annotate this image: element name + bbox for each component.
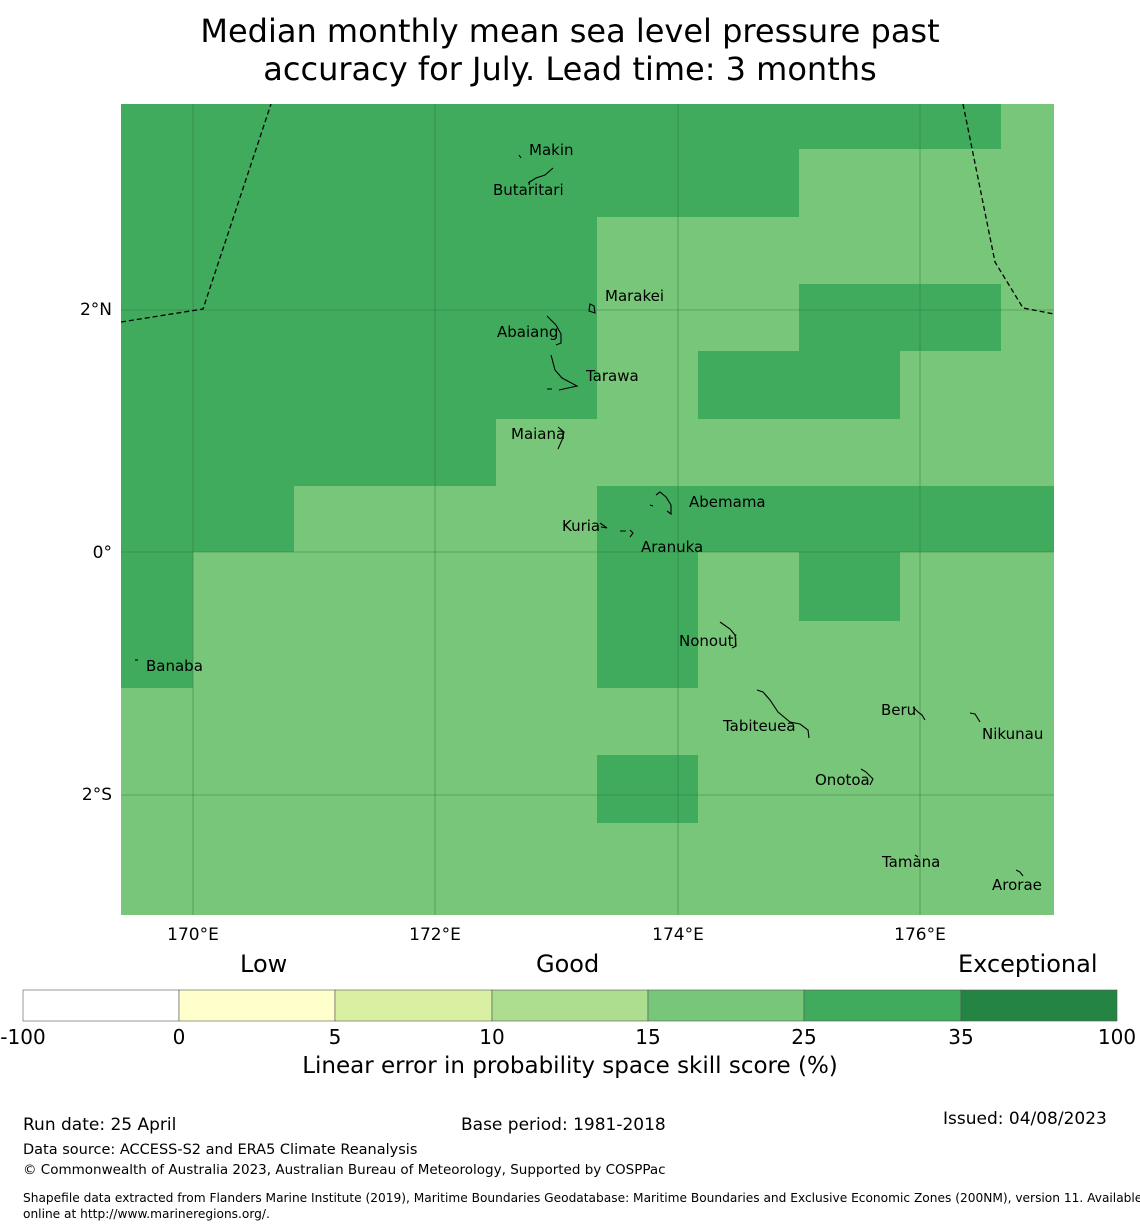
island-outline-tamana (914, 854, 919, 858)
colorbar-segment (334, 989, 493, 1022)
island-outline-nonouti (719, 621, 737, 649)
island-outline-tarawa (547, 354, 579, 391)
skill-cell-high (121, 419, 496, 486)
island-label-abaiang: Abaiang (497, 323, 558, 341)
colorbar-segments (22, 989, 1118, 1022)
island-label-maiana: Maiana (511, 425, 565, 443)
skill-cell-high (121, 217, 597, 419)
colorbar-segment (491, 989, 649, 1022)
island-label-tamana: Tamana (881, 853, 940, 871)
island-outline-abaiang (546, 315, 562, 346)
colorbar-tick: 25 (791, 1025, 816, 1049)
colorbar-tick: 35 (948, 1025, 973, 1049)
island-outline-abemama (649, 491, 672, 516)
colorbar-tick: 100 (1098, 1025, 1136, 1049)
skill-cell-high (121, 486, 294, 552)
island-label-tarawa: Tarawa (585, 367, 639, 385)
island-outline-onotoa (860, 768, 874, 786)
skill-cell-high (597, 552, 698, 688)
map-area: Makin Butaritari Marakei Abaiang Tarawa … (121, 104, 1054, 915)
island-label-aranuka: Aranuka (641, 538, 703, 556)
island-outline-arorae (1015, 869, 1024, 877)
lon-tick-170: 170°E (167, 925, 219, 945)
lat-tick-2n: 2°N (80, 300, 112, 320)
colorbar-segment (803, 989, 962, 1022)
island-outline-marakei (588, 303, 596, 314)
island-label-butaritari: Butaritari (493, 181, 564, 199)
island-label-banaba: Banaba (146, 657, 203, 675)
colorbar-category-low: Low (240, 950, 288, 978)
graticule (121, 104, 1054, 915)
island-label-nikunau: Nikunau (982, 725, 1043, 743)
lat-tick-2s: 2°S (82, 785, 112, 805)
skill-cell-high (597, 755, 698, 823)
island-label-marakei: Marakei (605, 287, 664, 305)
title-line-2: accuracy for July. Lead time: 3 months (263, 50, 877, 88)
island-label-beru: Beru (881, 701, 916, 719)
colorbar-category-good: Good (536, 950, 600, 978)
island-label-kuria: Kuria (562, 517, 600, 535)
skill-cell-high (799, 284, 1001, 351)
island-outline-maiana (557, 426, 565, 450)
title-line-1: Median monthly mean sea level pressure p… (200, 12, 940, 50)
island-outline-butaritari (527, 167, 554, 186)
colorbar-segment (960, 989, 1118, 1022)
colorbar: -100 0 5 10 15 25 35 100 (0, 989, 1136, 1049)
island-label-onotoa: Onotoa (815, 771, 870, 789)
colorbar-tick: 15 (635, 1025, 660, 1049)
island-outline-aranuka (620, 529, 634, 538)
island-outline-beru (912, 706, 926, 721)
eez-boundaries (121, 104, 1054, 323)
chart-title: Median monthly mean sea level pressure p… (0, 12, 1140, 88)
skill-cells (121, 104, 1054, 823)
run-date: Run date: 25 April (23, 1115, 177, 1135)
issued-date: Issued: 04/08/2023 (943, 1109, 1107, 1129)
data-source: Data source: ACCESS-S2 and ERA5 Climate … (23, 1142, 418, 1158)
island-label-tabiteuea: Tabiteuea (722, 717, 796, 735)
lat-tick-0: 0° (93, 543, 112, 563)
island-labels: Makin Butaritari Marakei Abaiang Tarawa … (146, 141, 1043, 894)
eez-boundary-west (121, 104, 272, 323)
axis-tick-labels: 170°E 172°E 174°E 176°E 2°N 0° 2°S (80, 300, 946, 945)
colorbar-label: Linear error in probability space skill … (302, 1053, 838, 1079)
shapefile-credit-line-2: online at http://www.marineregions.org/. (23, 1207, 270, 1221)
colorbar-segment (178, 989, 336, 1022)
colorbar-tick: -100 (0, 1025, 45, 1049)
island-outline-tabiteuea (756, 689, 810, 739)
copyright: © Commonwealth of Australia 2023, Austra… (23, 1162, 666, 1178)
lon-tick-172: 172°E (409, 925, 461, 945)
skill-cell-high (121, 104, 1001, 149)
colorbar-segment (647, 989, 805, 1022)
island-outline-nikunau (969, 712, 981, 723)
lon-tick-174: 174°E (652, 925, 704, 945)
colorbar-segment (22, 989, 180, 1022)
island-outline-makin (518, 154, 522, 159)
colorbar-category-exceptional: Exceptional (958, 950, 1098, 978)
lon-tick-176: 176°E (894, 925, 946, 945)
skill-cell-high (799, 552, 900, 621)
skill-cell-high (698, 351, 900, 419)
skill-cell-high (121, 552, 193, 688)
island-label-arorae: Arorae (992, 876, 1042, 894)
map-figure: Makin Butaritari Marakei Abaiang Tarawa … (0, 104, 1136, 1049)
eez-boundary-east (962, 104, 1054, 315)
island-outlines (135, 154, 1024, 877)
shapefile-credit-line-1: Shapefile data extracted from Flanders M… (23, 1191, 1140, 1205)
colorbar-tick: 5 (329, 1025, 342, 1049)
island-label-makin: Makin (529, 141, 574, 159)
colorbar-tick: 10 (479, 1025, 504, 1049)
base-period: Base period: 1981-2018 (461, 1115, 666, 1135)
island-label-abemama: Abemama (689, 493, 766, 511)
island-outline-kuria (599, 522, 608, 529)
colorbar-tick-labels: -100 0 5 10 15 25 35 100 (0, 1025, 1136, 1049)
skill-cell-high (121, 149, 799, 217)
colorbar-tick: 0 (173, 1025, 186, 1049)
skill-cell-high (597, 486, 1054, 552)
island-label-nonouti: Nonouti (679, 632, 738, 650)
